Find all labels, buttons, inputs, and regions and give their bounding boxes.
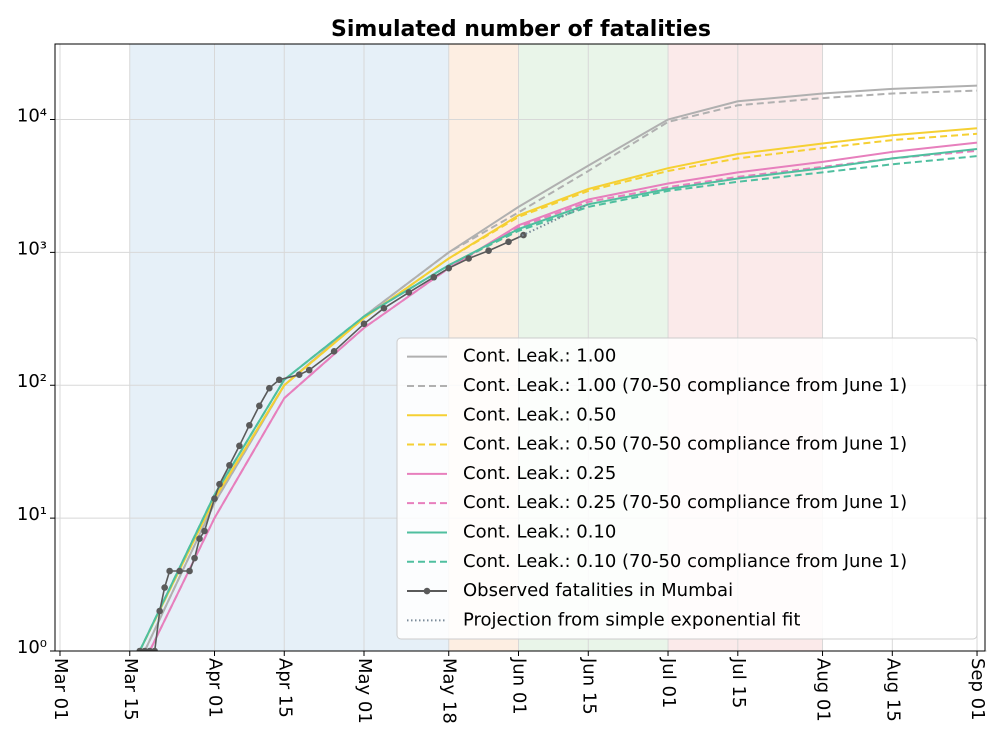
x-tick-label: May 18 [439, 658, 460, 724]
data-point [156, 607, 163, 615]
data-point [236, 442, 243, 450]
x-tick-label: Jun 15 [578, 657, 599, 715]
data-point [360, 320, 368, 328]
phase-region [129, 44, 449, 651]
data-point [380, 304, 388, 312]
data-point [151, 647, 158, 651]
data-point [146, 647, 153, 651]
data-point [430, 273, 438, 281]
data-point [186, 567, 193, 575]
data-point [136, 647, 144, 651]
data-point [485, 247, 492, 254]
data-point [505, 238, 512, 246]
series-line [148, 141, 978, 651]
legend-label: Projection from simple exponential fit [463, 609, 800, 630]
data-point [216, 480, 223, 488]
series-line [518, 203, 589, 239]
data-point [191, 554, 198, 562]
x-tick-label: Apr 01 [204, 658, 225, 718]
y-tick-label: 10¹ [17, 504, 47, 525]
x-tick-label: Jul 01 [658, 657, 679, 708]
x-tick-label: Aug 01 [813, 658, 834, 722]
x-tick-label: Apr 15 [274, 658, 295, 718]
y-tick-label: 10³ [17, 238, 47, 259]
x-tick-label: May 01 [354, 658, 375, 724]
data-point [330, 348, 338, 355]
data-point [445, 264, 453, 272]
data-point [246, 421, 253, 429]
legend-label: Cont. Leak.: 0.10 (70-50 compliance from… [463, 551, 907, 572]
data-point [201, 527, 208, 535]
x-tick-label: Mar 01 [50, 658, 71, 721]
data-point [176, 567, 183, 575]
y-tick-label: 10² [17, 371, 47, 392]
legend-label: Cont. Leak.: 0.25 [463, 463, 616, 484]
legend-label: Cont. Leak.: 1.00 (70-50 compliance from… [463, 375, 907, 396]
plot-area [136, 84, 978, 651]
legend-label: Cont. Leak.: 0.50 (70-50 compliance from… [463, 434, 907, 455]
data-point [295, 371, 303, 379]
legend-marker [423, 587, 431, 595]
y-tick-label: 10⁰ [17, 637, 47, 658]
data-point [196, 535, 203, 543]
x-tick-label: Jul 15 [728, 657, 749, 708]
data-point [211, 495, 218, 503]
legend-label: Cont. Leak.: 0.25 (70-50 compliance from… [463, 492, 907, 513]
data-point [256, 402, 263, 410]
series-line [138, 132, 978, 651]
data-point [405, 289, 413, 296]
data-point [141, 647, 149, 651]
series-line [138, 155, 978, 651]
x-tick-label: Jun 01 [509, 657, 530, 715]
legend-label: Cont. Leak.: 0.10 [463, 521, 616, 542]
plot-frame [54, 43, 986, 652]
x-tick-label: Aug 15 [882, 658, 903, 722]
y-tick-label: 10⁴ [17, 105, 47, 126]
data-point [465, 255, 472, 262]
data-point [166, 567, 173, 575]
x-tick-label: Sep 01 [967, 658, 988, 721]
legend-box [396, 337, 978, 640]
data-point [161, 584, 168, 591]
data-point [266, 384, 273, 392]
legend-label: Cont. Leak.: 1.00 [463, 346, 616, 367]
data-point [275, 376, 283, 384]
chart-title: Simulated number of fatalities [331, 17, 711, 42]
data-point [305, 366, 313, 374]
data-point [226, 461, 233, 469]
legend-label: Observed fatalities in Mumbai [463, 580, 733, 601]
legend-label: Cont. Leak.: 0.50 [463, 404, 616, 425]
x-tick-label: Mar 15 [120, 658, 141, 721]
series-line [138, 148, 978, 651]
